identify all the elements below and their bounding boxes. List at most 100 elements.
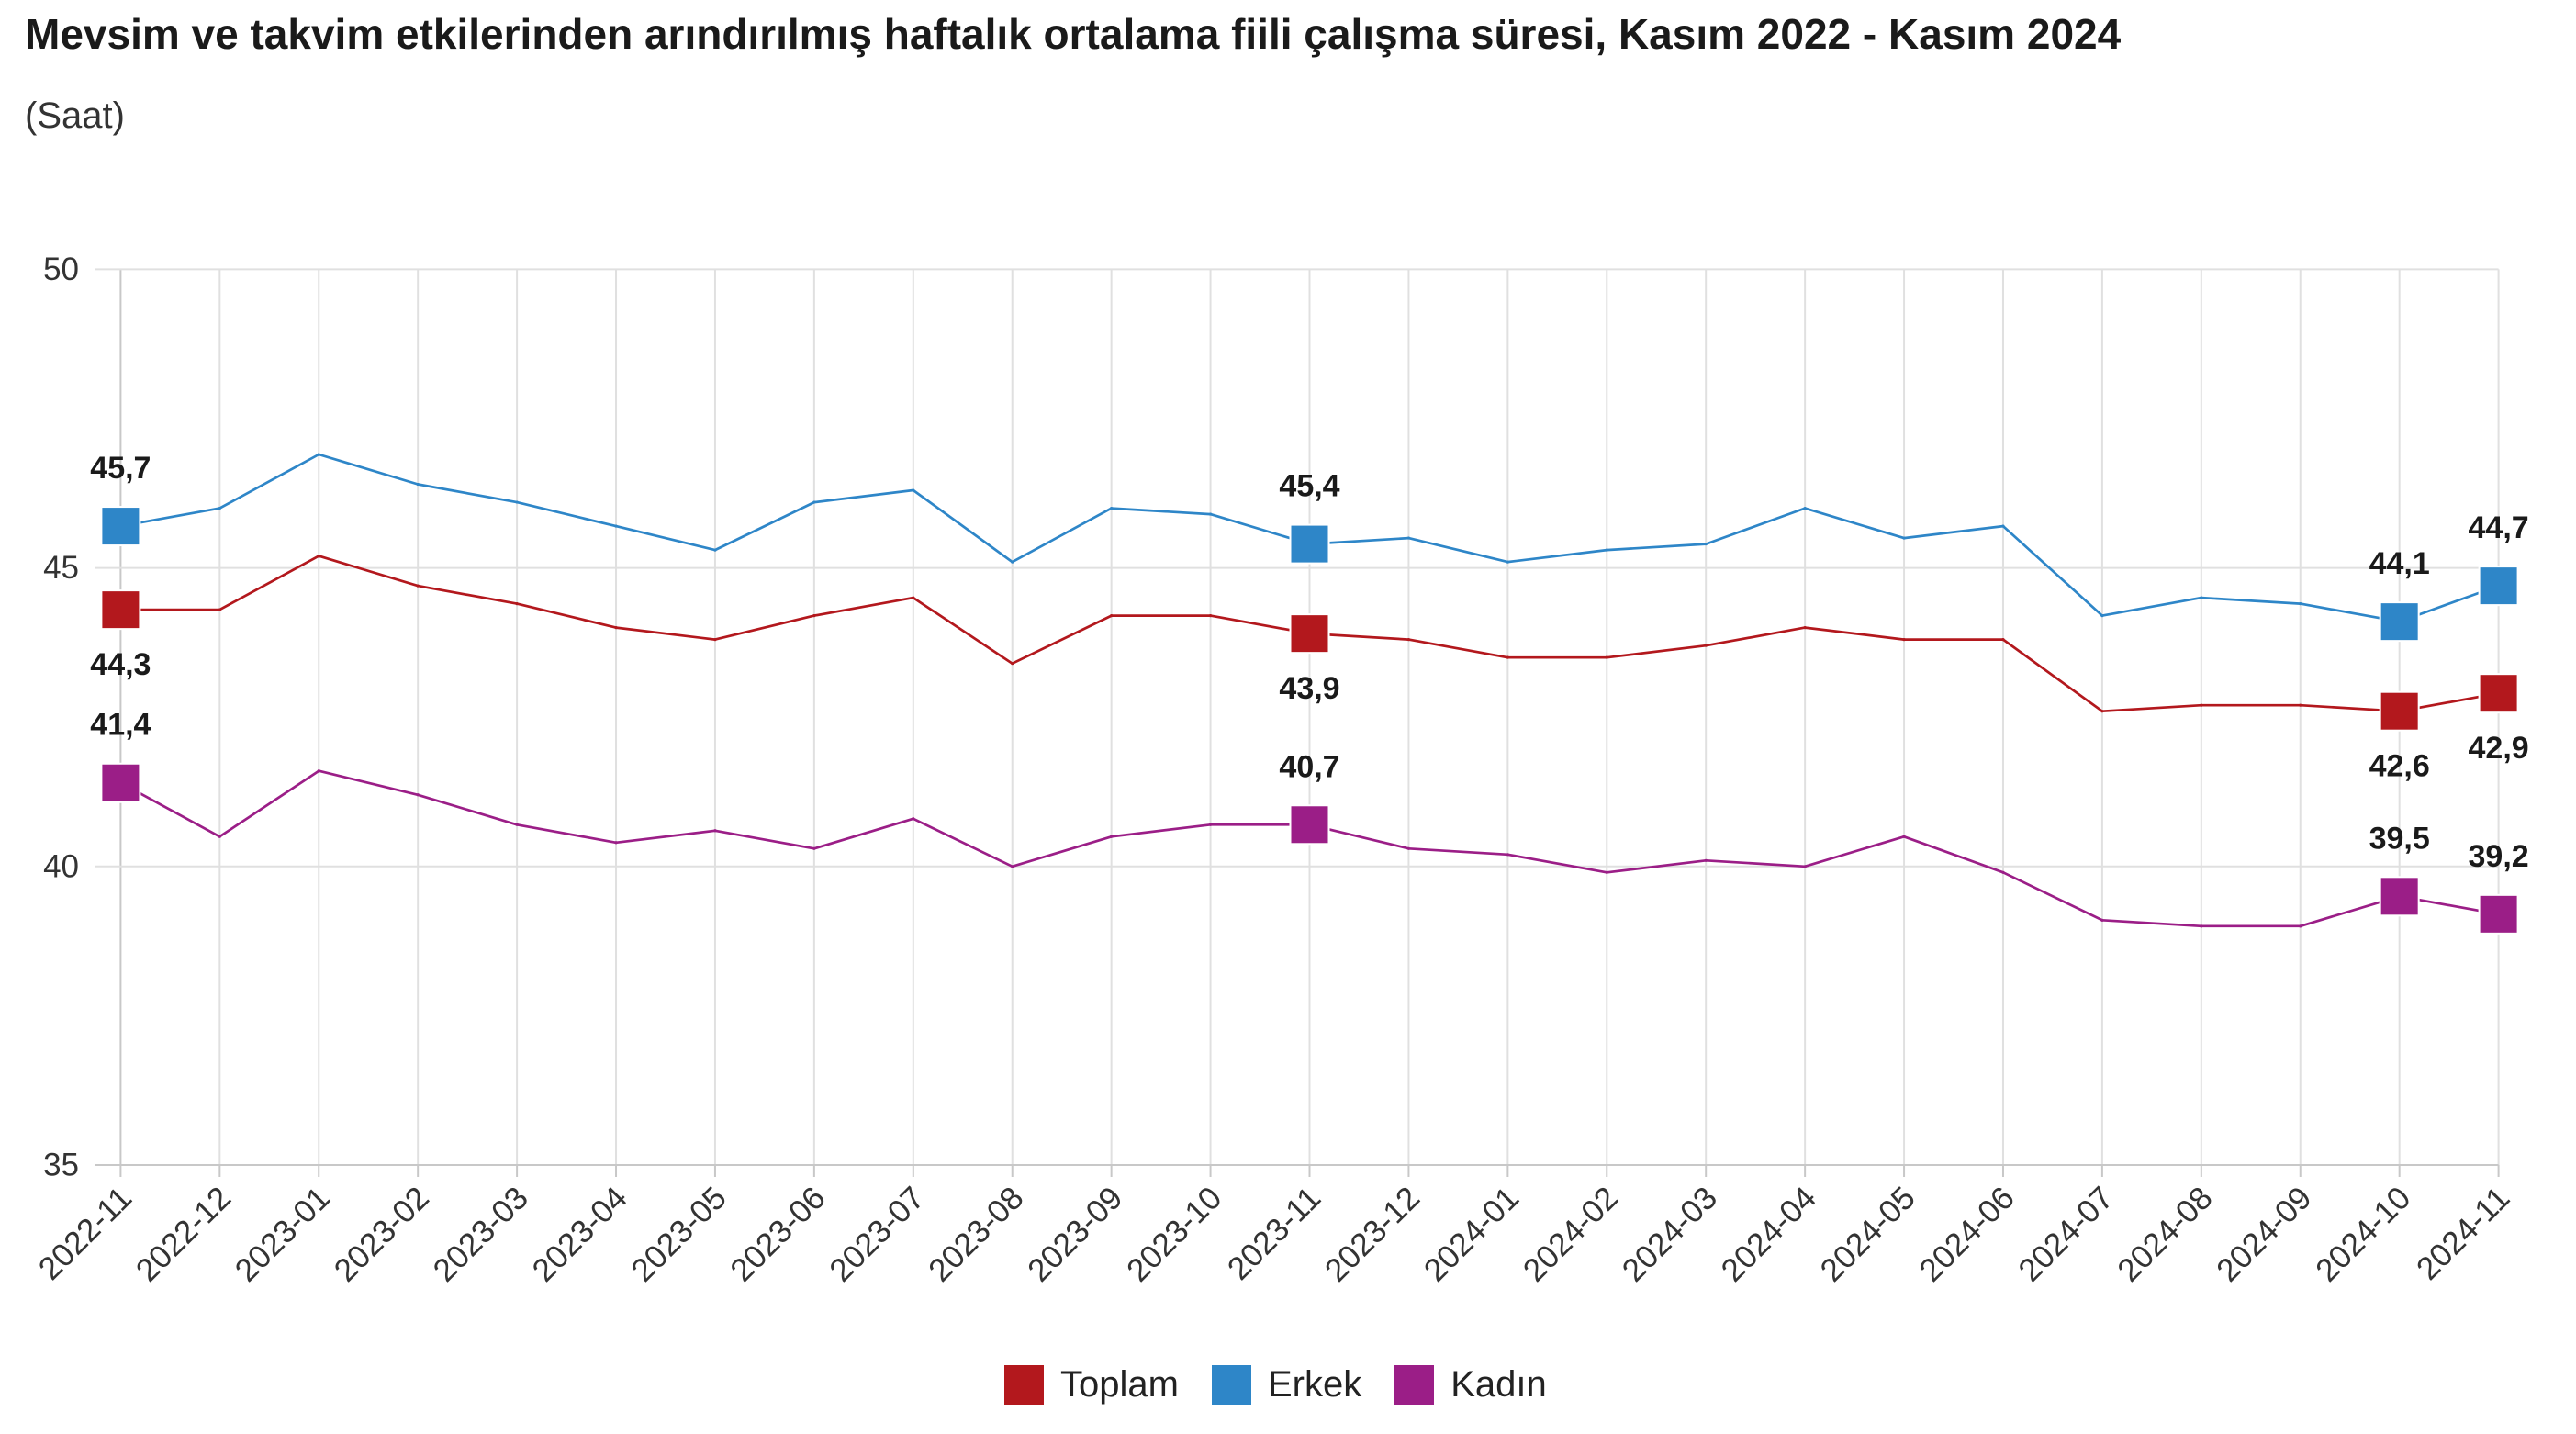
data-point-kadin	[912, 817, 915, 821]
data-point-toplam	[1011, 662, 1014, 666]
data-point-erkek	[1208, 512, 1213, 516]
data-point-erkek	[2299, 602, 2302, 606]
x-tick-label: 2023-10	[1120, 1180, 1228, 1288]
data-marker-toplam	[1289, 613, 1330, 655]
data-point-kadin	[1704, 858, 1708, 862]
data-point-erkek	[515, 500, 519, 504]
data-label-kadin: 41,4	[90, 708, 151, 743]
data-point-erkek	[416, 482, 420, 487]
data-point-kadin	[1605, 870, 1608, 874]
data-point-toplam	[515, 602, 519, 606]
data-points	[118, 453, 2501, 928]
data-point-kadin	[515, 823, 519, 826]
data-point-toplam	[1406, 638, 1411, 642]
legend-swatch-toplam	[1004, 1364, 1044, 1405]
data-point-toplam	[1208, 614, 1213, 618]
chart-title: Mevsim ve takvim etkilerinden arındırılm…	[25, 10, 2122, 58]
legend-label-toplam: Toplam	[1060, 1364, 1179, 1405]
x-tick-label: 2024-09	[2210, 1180, 2318, 1288]
data-point-erkek	[2200, 596, 2203, 599]
data-label-erkek: 45,4	[1279, 469, 1339, 504]
data-label-erkek: 44,1	[2369, 546, 2430, 581]
legend-item-erkek[interactable]: Erkek	[1211, 1363, 1361, 1406]
data-point-kadin	[317, 769, 320, 773]
data-label-kadin: 39,5	[2369, 821, 2430, 856]
y-axis-labels: 35 40 45 50	[43, 252, 79, 1183]
data-point-kadin	[812, 846, 816, 850]
x-tick-label: 2023-09	[1021, 1180, 1129, 1288]
data-point-kadin	[1208, 823, 1213, 826]
data-label-toplam: 42,9	[2469, 731, 2529, 766]
legend: Toplam Erkek Kadın	[1004, 1363, 1547, 1406]
data-marker-kadin	[100, 762, 141, 803]
horizontal-grid	[95, 268, 2499, 1166]
data-point-toplam	[1902, 638, 1906, 642]
x-tick-label: 2024-07	[2011, 1180, 2120, 1288]
data-point-toplam	[1704, 644, 1708, 647]
legend-item-kadin[interactable]: Kadın	[1394, 1363, 1547, 1406]
x-tick-label: 2024-11	[2410, 1180, 2517, 1287]
data-point-erkek	[2100, 614, 2104, 618]
data-point-erkek	[912, 488, 915, 492]
data-point-erkek	[1902, 536, 1906, 540]
data-label-toplam: 42,6	[2369, 749, 2430, 784]
x-tick-label: 2023-03	[426, 1180, 534, 1288]
x-tick-label: 2024-08	[2111, 1180, 2219, 1288]
x-axis-labels: 2022-112022-122023-012023-022023-032023-…	[32, 1180, 2517, 1288]
data-point-erkek	[2001, 524, 2005, 528]
data-point-toplam	[2200, 703, 2203, 707]
data-point-toplam	[2100, 710, 2104, 713]
data-point-kadin	[713, 829, 717, 833]
data-point-kadin	[2001, 870, 2005, 874]
vertical-grid	[119, 269, 2500, 1165]
data-label-toplam: 44,3	[90, 647, 151, 682]
data-label-erkek: 44,7	[2469, 510, 2529, 545]
data-point-toplam	[812, 614, 816, 618]
data-label-kadin: 39,2	[2469, 839, 2529, 874]
data-point-toplam	[1506, 655, 1509, 659]
x-tick-label: 2023-11	[1221, 1180, 1328, 1287]
legend-item-toplam[interactable]: Toplam	[1004, 1363, 1179, 1406]
data-point-kadin	[1110, 835, 1114, 838]
data-point-toplam	[1803, 626, 1807, 630]
x-tick-label: 2024-04	[1715, 1180, 1823, 1288]
x-tick-label: 2024-06	[1912, 1180, 2021, 1288]
data-point-kadin	[1803, 865, 1807, 868]
data-label-kadin: 40,7	[1279, 749, 1339, 784]
data-marker-toplam	[2379, 690, 2420, 732]
y-tick-label: 35	[43, 1148, 79, 1183]
x-tick-label: 2024-05	[1813, 1180, 1921, 1288]
data-point-kadin	[1011, 865, 1014, 868]
x-tick-label: 2024-03	[1616, 1180, 1724, 1288]
data-point-kadin	[1902, 835, 1906, 838]
x-tick-label: 2023-01	[229, 1180, 337, 1288]
y-tick-label: 50	[43, 252, 79, 287]
data-point-kadin	[1406, 846, 1411, 850]
data-point-erkek	[713, 548, 717, 552]
data-point-erkek	[1605, 548, 1608, 552]
data-point-erkek	[1011, 560, 1014, 564]
x-axis-ticks	[119, 1165, 2500, 1177]
legend-swatch-erkek	[1211, 1364, 1251, 1405]
data-point-kadin	[614, 841, 618, 845]
x-tick-label: 2023-07	[823, 1180, 931, 1288]
x-tick-label: 2023-06	[723, 1180, 832, 1288]
data-point-erkek	[1110, 506, 1114, 510]
data-point-erkek	[812, 500, 816, 504]
x-tick-label: 2023-05	[624, 1180, 733, 1288]
data-label-toplam: 43,9	[1279, 671, 1339, 706]
data-point-kadin	[2200, 924, 2203, 928]
data-point-toplam	[2001, 638, 2005, 642]
data-marker-toplam	[2478, 673, 2519, 714]
data-point-erkek	[614, 524, 618, 528]
x-tick-label: 2024-02	[1517, 1180, 1625, 1288]
data-point-erkek	[1803, 506, 1807, 510]
data-point-toplam	[713, 638, 717, 642]
data-label-erkek: 45,7	[90, 451, 151, 486]
data-point-toplam	[912, 596, 915, 599]
data-point-kadin	[1506, 853, 1509, 857]
x-tick-label: 2023-08	[922, 1180, 1030, 1288]
data-point-kadin	[2299, 924, 2302, 928]
